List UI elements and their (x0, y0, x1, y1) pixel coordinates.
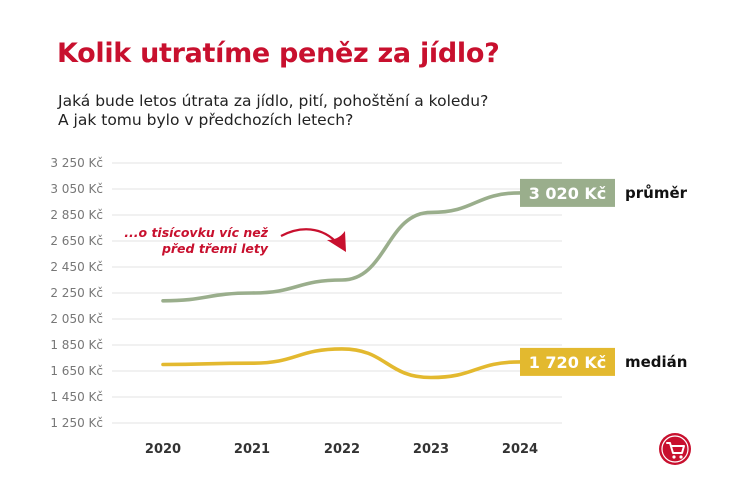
annotation-arrow-shaft (280, 228, 339, 245)
y-tick-label: 1 650 Kč (50, 364, 103, 378)
y-tick-label: 2 050 Kč (50, 312, 103, 326)
y-axis-ticks: 3 250 Kč 3 050 Kč 2 850 Kč 2 650 Kč 2 450 Kč… (50, 156, 103, 430)
y-tick-label: 2 450 Kč (50, 260, 103, 274)
end-value-badge (520, 178, 615, 207)
y-tick-label: 2 250 Kč (50, 286, 103, 300)
x-tick-label: 2023 (413, 442, 449, 457)
annotation-line-1: ...o tisícovku víc než (124, 225, 268, 240)
subtitle-line-2: A jak tomu bylo v předchozích letech? (58, 111, 354, 129)
end-labels: 3 020 Kč průměr 1 720 Kč medián (520, 178, 688, 376)
end-value-label: 3 020 Kč (529, 184, 607, 203)
annotation: ...o tisícovku víc než před třemi lety (124, 225, 346, 256)
subtitle-line-1: Jaká bude letos útrata za jídlo, pití, p… (58, 92, 489, 110)
series-name-label: průměr (625, 184, 688, 202)
y-tick-label: 1 450 Kč (50, 390, 103, 404)
series-lines (161, 191, 522, 380)
x-tick-label: 2020 (145, 442, 181, 457)
y-tick-label: 1 250 Kč (50, 416, 103, 430)
gridlines (112, 162, 562, 424)
y-tick-label: 2 850 Kč (50, 208, 103, 222)
y-tick-label: 1 850 Kč (50, 338, 103, 352)
series-line-1 (161, 347, 522, 380)
y-tick-label: 3 050 Kč (50, 182, 103, 196)
end-value-badge (520, 347, 615, 376)
series-name-label: medián (625, 353, 687, 371)
x-tick-label: 2021 (234, 442, 270, 457)
x-axis-ticks: 2020 2021 2022 2023 2024 (145, 442, 538, 457)
end-value-label: 1 720 Kč (529, 353, 607, 372)
x-tick-label: 2022 (324, 442, 360, 457)
annotation-arrow-head (327, 231, 346, 252)
shopping-cart-icon (659, 433, 691, 465)
x-tick-label: 2024 (502, 442, 538, 457)
y-tick-label: 2 650 Kč (50, 234, 103, 248)
chart-subtitle: Jaká bude letos útrata za jídlo, pití, p… (58, 92, 488, 130)
chart-title: Kolik utratíme peněz za jídlo? (57, 38, 500, 69)
series-line-0 (161, 191, 522, 303)
annotation-line-2: před třemi lety (161, 241, 269, 256)
y-tick-label: 3 250 Kč (50, 156, 103, 170)
